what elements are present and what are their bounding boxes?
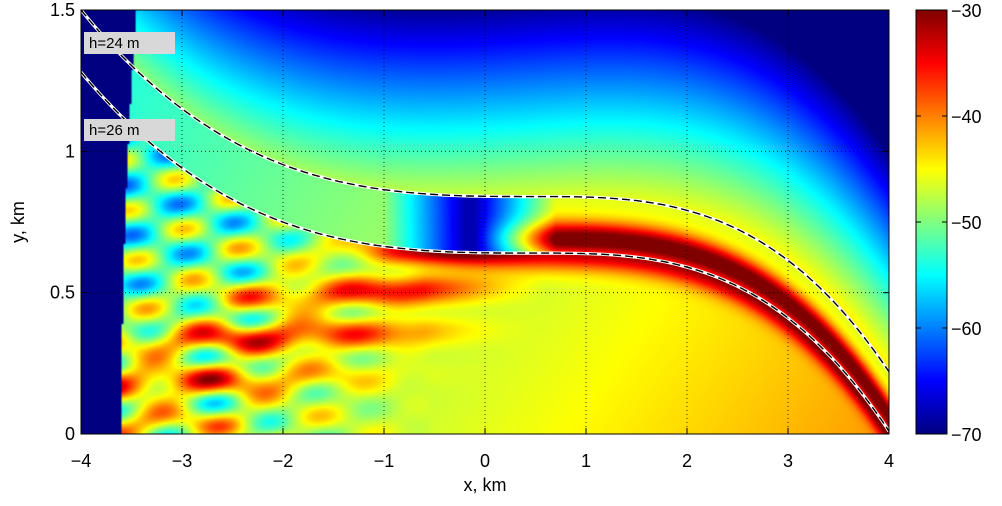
colorbar-tick-label-4: −30 (951, 1, 982, 21)
colorbar-tick-label-3: −40 (951, 107, 982, 127)
contour-labels: h=24 m h=26 m (84, 32, 175, 141)
x-tick-label-8: 4 (884, 451, 894, 471)
colorbar-gradient (916, 10, 947, 434)
depth-contours (81, 10, 889, 433)
label-box-h24 (84, 32, 175, 54)
axis-ticks: −4 −3 −2 −1 0 1 2 3 4 0 0.5 1 1.5 (50, 0, 894, 471)
x-tick-label-1: −3 (172, 451, 193, 471)
x-tick-label-7: 3 (783, 451, 793, 471)
x-tick-label-6: 2 (682, 451, 692, 471)
y-tick-label-0: 0 (65, 424, 75, 444)
colorbar-tick-label-0: −70 (951, 425, 982, 445)
y-axis-label: y, km (8, 201, 28, 243)
colorbar-tick-label-1: −60 (951, 319, 982, 339)
x-tick-label-2: −2 (273, 451, 294, 471)
colorbar: −70 −60 −50 −40 −30 (915, 1, 982, 445)
x-axis-label: x, km (464, 475, 507, 495)
label-box-h26 (84, 119, 175, 141)
label-h26: h=26 m (89, 122, 139, 139)
grid-lines (81, 10, 889, 434)
contour-dash-1 (81, 71, 889, 432)
y-tick-label-1: 0.5 (50, 283, 75, 303)
x-tick-label-0: −4 (71, 451, 92, 471)
y-tick-label-2: 1 (65, 141, 75, 161)
y-tick-label-3: 1.5 (50, 0, 75, 20)
colorbar-tick-label-2: −50 (951, 213, 982, 233)
x-tick-label-5: 1 (581, 451, 591, 471)
colorbar-ticks: −70 −60 −50 −40 −30 (916, 1, 982, 445)
x-tick-label-3: −1 (374, 451, 395, 471)
contour-dash-0 (81, 10, 889, 373)
x-tick-label-4: 0 (480, 451, 490, 471)
label-h24: h=24 m (89, 35, 139, 52)
